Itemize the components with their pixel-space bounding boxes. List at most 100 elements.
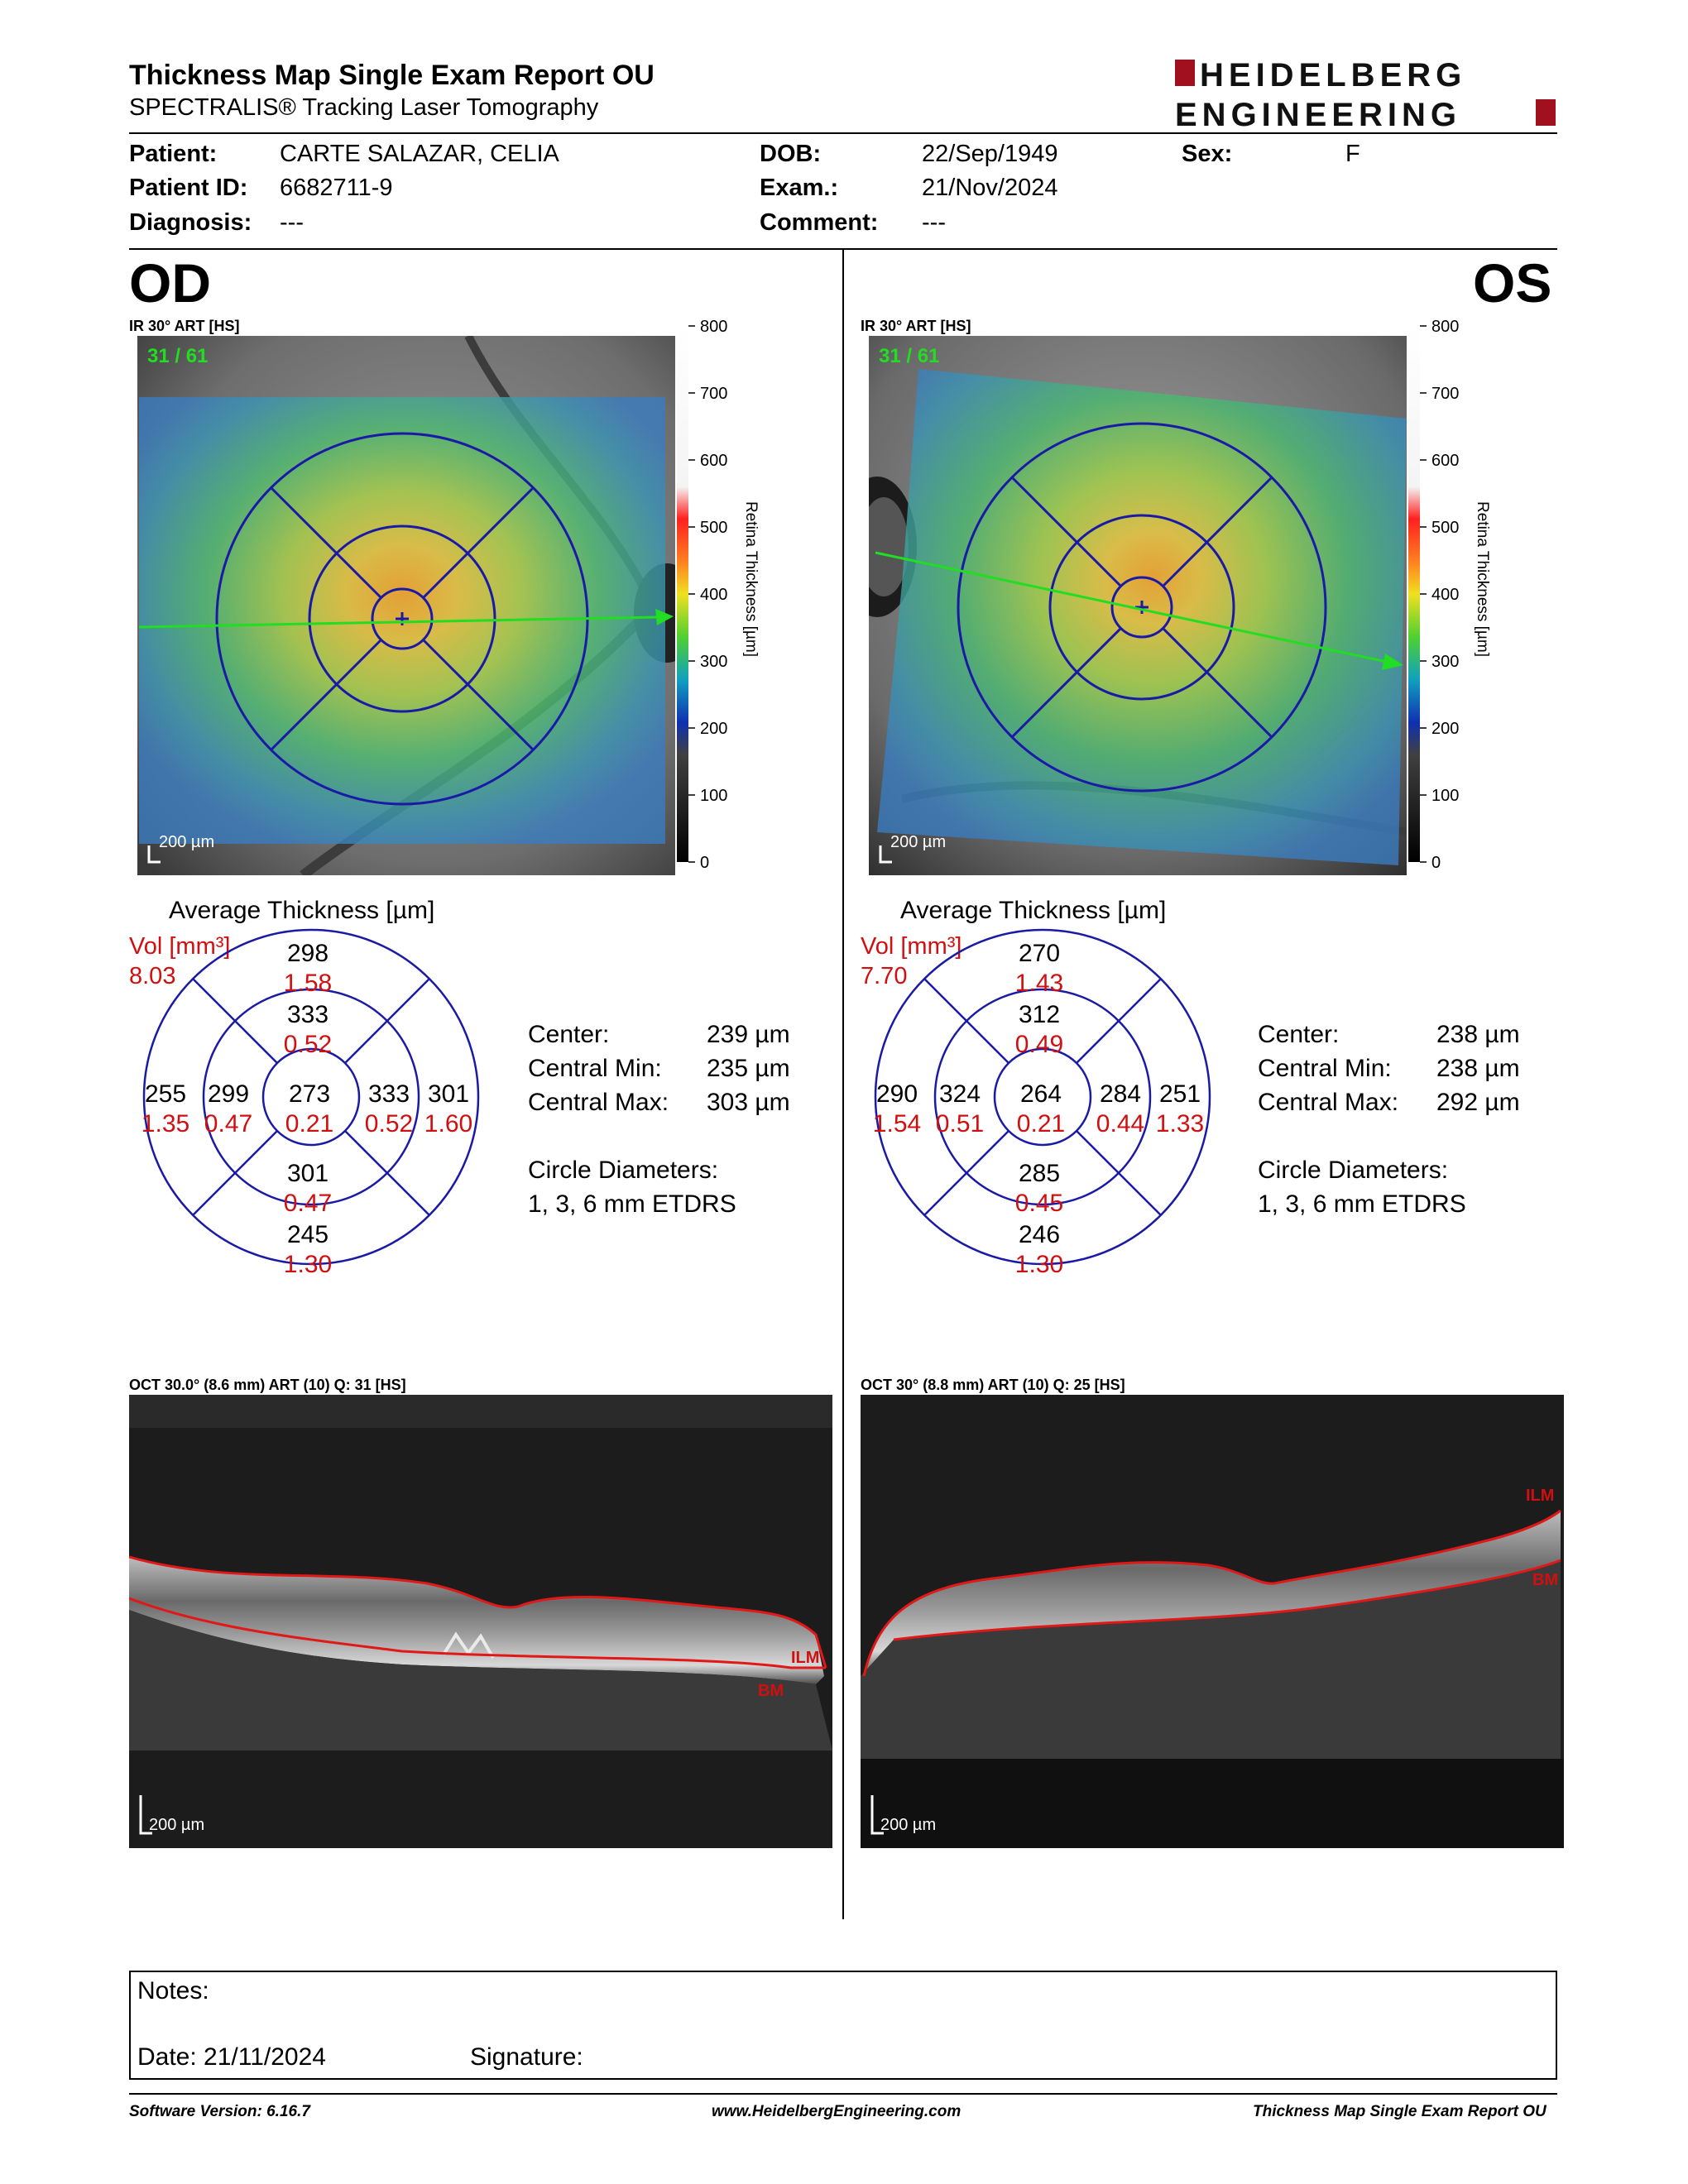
os-inner-top-thickness: 312 [1019,1001,1060,1028]
od-central-min-label: Central Min: [528,1055,662,1082]
os-outer-bottom-volume: 1.30 [1015,1251,1063,1278]
os-colorbar-tick-label: 700 [1431,385,1459,403]
od-colorbar-tick-label: 500 [700,519,727,537]
od-colorbar-tick-label: 400 [700,586,727,604]
od-inner-right-thickness: 333 [368,1080,410,1108]
od-eye-label: OD [129,252,211,314]
os-colorbar-label: Retina Thickness [µm] [1474,501,1491,657]
patient-id-label: Patient ID: [129,175,248,201]
notes-label: Notes: [137,1977,209,2004]
os-circle-diameters-label: Circle Diameters: [1258,1157,1449,1184]
os-outer-left-thickness: 290 [876,1080,918,1108]
os-colorbar-tick-label: 800 [1431,319,1459,336]
od-inner-top-thickness: 333 [287,1001,328,1028]
logo-line1: HEIDELBERG [1200,57,1466,93]
patient-label: Patient: [129,141,218,167]
os-center-label: Center: [1258,1021,1340,1048]
od-etdrs-chart: 298 1.58 333 0.52 255 1.35 299 0.47 273 … [141,928,480,1278]
notes-box[interactable]: Notes: Date: 21/11/2024 Signature: [129,1971,1557,2080]
footer-divider [129,2093,1557,2095]
os-outer-right-volume: 1.33 [1156,1110,1204,1138]
footer-software-version: Software Version: 6.16.7 [129,2103,310,2120]
od-colorbar-tick-label: 0 [700,854,709,872]
diagnosis-label: Diagnosis: [129,209,252,236]
diagnosis-value: --- [280,209,304,236]
os-outer-right-thickness: 251 [1159,1080,1201,1108]
os-colorbar-tick-labels: 800 700 600 500 400 300 200 100 0 [1431,319,1459,872]
od-inner-bottom-thickness: 301 [287,1160,328,1187]
dob-label: DOB: [760,141,822,167]
os-center-value: 238 µm [1436,1021,1520,1048]
os-oct-label: OCT 30° (8.8 mm) ART (10) Q: 25 [HS] [861,1377,1125,1393]
footer-report-name: Thickness Map Single Exam Report OU [1253,2103,1547,2120]
os-colorbar: 800 700 600 500 400 300 200 100 0 Retina Thickne… [1408,319,1491,872]
os-inner-right-volume: 0.44 [1096,1110,1144,1138]
os-outer-top-volume: 1.43 [1015,970,1063,997]
od-central-min-value: 235 µm [707,1055,790,1082]
patient-divider [129,248,1557,250]
od-circle-diameters-value: 1, 3, 6 mm ETDRS [528,1190,736,1218]
od-outer-right-volume: 1.60 [424,1110,472,1138]
od-center-volume: 0.21 [285,1110,333,1138]
os-average-thickness-title: Average Thickness [µm] [900,897,1167,924]
logo-line2: ENGINEERING [1175,97,1461,133]
os-oct-bm-label: BM [1532,1571,1558,1589]
od-center-thickness: 273 [289,1080,330,1108]
os-center-thickness: 264 [1020,1080,1062,1108]
od-ir-counter: 31 / 61 [147,345,208,367]
os-center-volume: 0.21 [1017,1110,1065,1138]
od-colorbar-tick-labels: 800 700 600 500 400 300 200 100 0 [700,319,727,872]
comment-label: Comment: [760,209,879,236]
exam-value: 21/Nov/2024 [922,175,1058,201]
os-oct-scan: ILM BM 200 µm [861,1395,1564,1848]
od-ir-scale: 200 µm [159,833,214,851]
os-ir-scale: 200 µm [890,833,946,851]
os-colorbar-ticks [1420,325,1427,863]
od-vol-label: Vol [mm³] [129,933,231,960]
os-vol-value: 7.70 [861,963,908,989]
od-oct-scan: ILM BM 200 µm [129,1395,832,1848]
os-vol-label: Vol [mm³] [861,933,962,960]
od-outer-left-thickness: 255 [145,1080,186,1108]
os-oct-ilm-label: ILM [1526,1487,1554,1505]
od-colorbar-ticks [688,325,695,863]
od-inner-top-volume: 0.52 [284,1031,332,1058]
os-inner-left-thickness: 324 [939,1080,981,1108]
od-outer-top-thickness: 298 [287,940,328,967]
patient-id: 6682711-9 [280,175,393,201]
date-label: Date: 21/11/2024 [137,2043,326,2071]
od-inner-left-volume: 0.47 [204,1110,252,1138]
os-inner-right-thickness: 284 [1100,1080,1141,1108]
dob-value: 22/Sep/1949 [922,141,1058,167]
od-oct-bm-label: BM [758,1682,784,1700]
os-inner-bottom-volume: 0.45 [1015,1190,1063,1217]
od-colorbar-tick-label: 300 [700,653,727,671]
od-outer-left-volume: 1.35 [141,1110,189,1138]
od-center-label: Center: [528,1021,610,1048]
od-thickness-map: 31 / 61 200 µm [137,336,675,875]
od-ir-label: IR 30° ART [HS] [129,318,240,334]
sex-value: F [1345,141,1360,167]
os-central-max-label: Central Max: [1258,1089,1399,1116]
od-oct-scale: 200 µm [149,1816,204,1834]
footer-website[interactable]: www.HeidelbergEngineering.com [712,2103,961,2120]
center-divider [842,250,844,1919]
os-central-min-label: Central Min: [1258,1055,1392,1082]
os-outer-left-volume: 1.54 [873,1110,921,1138]
patient-name: CARTE SALAZAR, CELIA [280,141,559,167]
od-colorbar-tick-label: 800 [700,319,727,336]
od-oct-label: OCT 30.0° (8.6 mm) ART (10) Q: 31 [HS] [129,1377,406,1393]
os-outer-top-thickness: 270 [1019,940,1060,967]
od-colorbar-tick-label: 600 [700,452,727,470]
os-outer-bottom-thickness: 246 [1019,1221,1060,1248]
os-circle-diameters-value: 1, 3, 6 mm ETDRS [1258,1190,1466,1218]
od-colorbar-label: Retina Thickness [µm] [742,501,760,657]
od-outer-right-thickness: 301 [428,1080,469,1108]
od-inner-right-volume: 0.52 [365,1110,413,1138]
os-ir-counter: 31 / 61 [879,345,939,367]
report-subtitle: SPECTRALIS® Tracking Laser Tomography [129,94,599,121]
os-inner-left-volume: 0.51 [936,1110,984,1138]
os-inner-bottom-thickness: 285 [1019,1160,1060,1187]
od-oct-ilm-label: ILM [791,1649,819,1667]
od-colorbar-tick-label: 700 [700,385,727,403]
